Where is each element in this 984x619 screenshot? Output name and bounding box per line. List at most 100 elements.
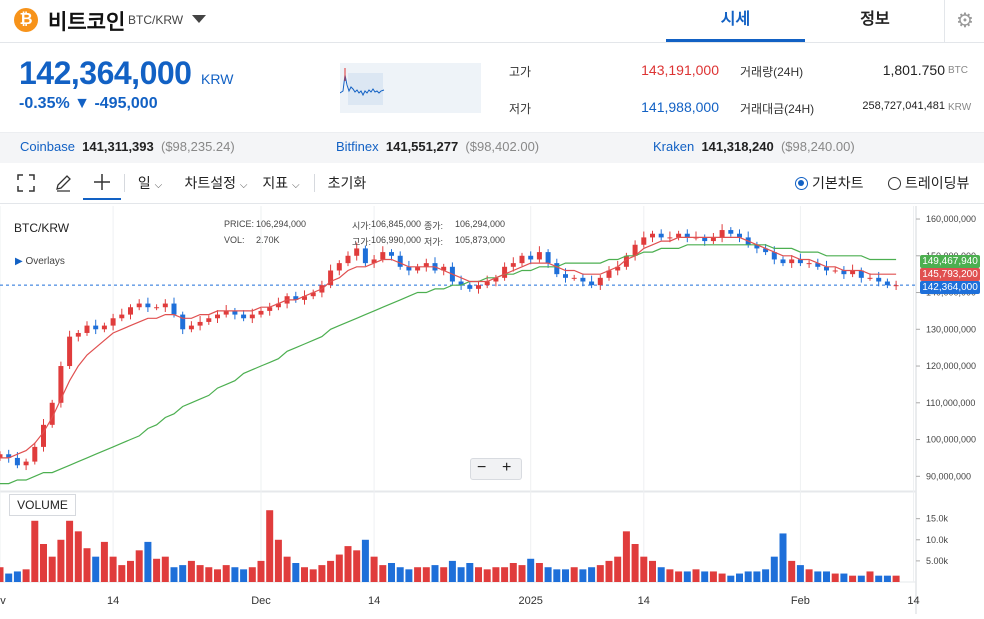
candle-body: [719, 230, 725, 238]
volume-bar: [48, 556, 56, 582]
volume-bar: [40, 544, 47, 582]
candle-body: [858, 270, 864, 278]
crosshair-icon[interactable]: [83, 166, 121, 200]
volume-bar: [422, 567, 430, 582]
exchange-bitfinex[interactable]: Bitfinex 141,551,277 ($98,402.00): [336, 139, 539, 154]
tab-quote[interactable]: 시세: [666, 0, 805, 42]
indicators-select[interactable]: 지표 ⌵: [257, 166, 305, 200]
tradingview-label[interactable]: 트레이딩뷰: [905, 175, 970, 191]
coin-name[interactable]: 비트코인: [48, 11, 126, 34]
chart-settings-select[interactable]: 차트설정 ⌵: [176, 166, 256, 200]
zoom-in-button[interactable]: +: [502, 459, 512, 476]
candle-body: [702, 237, 708, 242]
volume-bar: [379, 565, 387, 582]
exchange-usd: ($98,240.00): [780, 139, 855, 154]
volume-bar: [248, 567, 256, 582]
candle-body: [362, 248, 368, 264]
volume-bar: [22, 569, 30, 582]
volume-bar: [709, 571, 717, 582]
volume-bar: [796, 565, 804, 582]
sparkline-highlight: [348, 73, 383, 105]
coin-pair[interactable]: BTC/KRW: [128, 13, 184, 27]
candle-body: [467, 285, 473, 289]
volume-label: VOLUME: [9, 494, 76, 516]
volume-bar: [153, 558, 161, 582]
ma-short-tag: 145,793,200: [920, 268, 980, 281]
fullscreen-icon[interactable]: [12, 166, 40, 200]
volume-bar: [327, 560, 335, 582]
volume-bar: [109, 556, 117, 582]
candle-body: [650, 233, 655, 238]
volume-bar: [266, 510, 274, 582]
volume-bar: [231, 567, 239, 582]
exchange-kraken[interactable]: Kraken 141,318,240 ($98,240.00): [653, 139, 855, 154]
volume-bar: [74, 531, 82, 582]
volume-bar: [788, 560, 796, 582]
volume-bar: [649, 560, 656, 582]
info-open-label: 시가:: [352, 221, 372, 231]
volume-axis-label: 5.00k: [926, 556, 949, 566]
basic-chart-radio[interactable]: [795, 177, 808, 190]
interval-select[interactable]: 일 ⌵: [132, 166, 168, 200]
interval-label: 일: [137, 175, 151, 191]
chevron-down-icon: ⌵: [292, 180, 300, 191]
volume-bar: [596, 565, 604, 582]
tradingview-radio[interactable]: [888, 177, 901, 190]
candle-body: [528, 255, 534, 260]
volume-bar: [683, 571, 691, 582]
exchange-krw: 141,318,240: [701, 139, 774, 154]
volume-bar: [405, 569, 413, 582]
overlays-toggle[interactable]: ▶ Overlays: [15, 256, 65, 267]
price-axis-label: 120,000,000: [926, 361, 976, 371]
volume-bar: [457, 567, 465, 582]
indicators-label: 지표: [262, 175, 289, 191]
candle-body: [476, 285, 481, 289]
chevron-down-icon: ⌵: [154, 180, 163, 191]
candle-body: [780, 259, 786, 264]
candle-body: [49, 402, 55, 425]
pencil-icon[interactable]: [48, 166, 78, 200]
volume-bar: [31, 520, 39, 582]
candle-body: [23, 461, 29, 466]
chart-area[interactable]: ov14Dec14202514Feb14160,000,000150,000,0…: [0, 206, 984, 614]
info-close-value: 106,294,000: [455, 219, 506, 229]
candle-body: [571, 277, 577, 279]
basic-chart-label[interactable]: 기본차트: [812, 175, 864, 191]
volume-axis-label: 15.0k: [926, 514, 949, 524]
candle-body: [249, 314, 255, 319]
zoom-out-button[interactable]: −: [477, 459, 487, 476]
candle-body: [215, 314, 220, 319]
candle-body: [67, 336, 73, 367]
chevron-down-icon[interactable]: [192, 15, 206, 23]
reset-button[interactable]: 초기화: [327, 175, 367, 191]
candle-body: [32, 446, 38, 462]
volume-bar: [805, 569, 813, 582]
candle-body: [806, 263, 812, 265]
info-price-label: PRICE:: [224, 219, 255, 229]
candle-body: [397, 255, 403, 267]
exchange-name: Kraken: [653, 139, 695, 154]
candle-body: [267, 307, 273, 311]
amount-24h-label: 거래대금(24H): [740, 102, 815, 116]
volume-bar: [883, 575, 891, 582]
volume-bar: [196, 565, 204, 582]
chart-toolbar: [0, 164, 984, 204]
candle-body: [415, 266, 421, 271]
candle-body: [136, 303, 142, 308]
volume-bar: [257, 560, 265, 582]
candle-body: [441, 266, 447, 271]
gear-icon[interactable]: ⚙: [944, 0, 984, 42]
candle-body: [180, 314, 186, 330]
tab-info[interactable]: 정보: [860, 11, 890, 28]
candle-body: [615, 266, 621, 271]
chart-settings-label: 차트설정: [184, 175, 237, 191]
volume-bar: [66, 520, 74, 582]
candle-body: [458, 281, 464, 286]
volume-bar: [57, 539, 65, 582]
candle-body: [536, 252, 542, 260]
candle-body: [128, 307, 133, 315]
x-axis-label: ov: [0, 595, 6, 607]
exchange-krw: 141,311,393: [82, 139, 154, 154]
exchange-coinbase[interactable]: Coinbase 141,311,393 ($98,235.24): [20, 139, 235, 154]
volume-bar: [292, 563, 300, 582]
